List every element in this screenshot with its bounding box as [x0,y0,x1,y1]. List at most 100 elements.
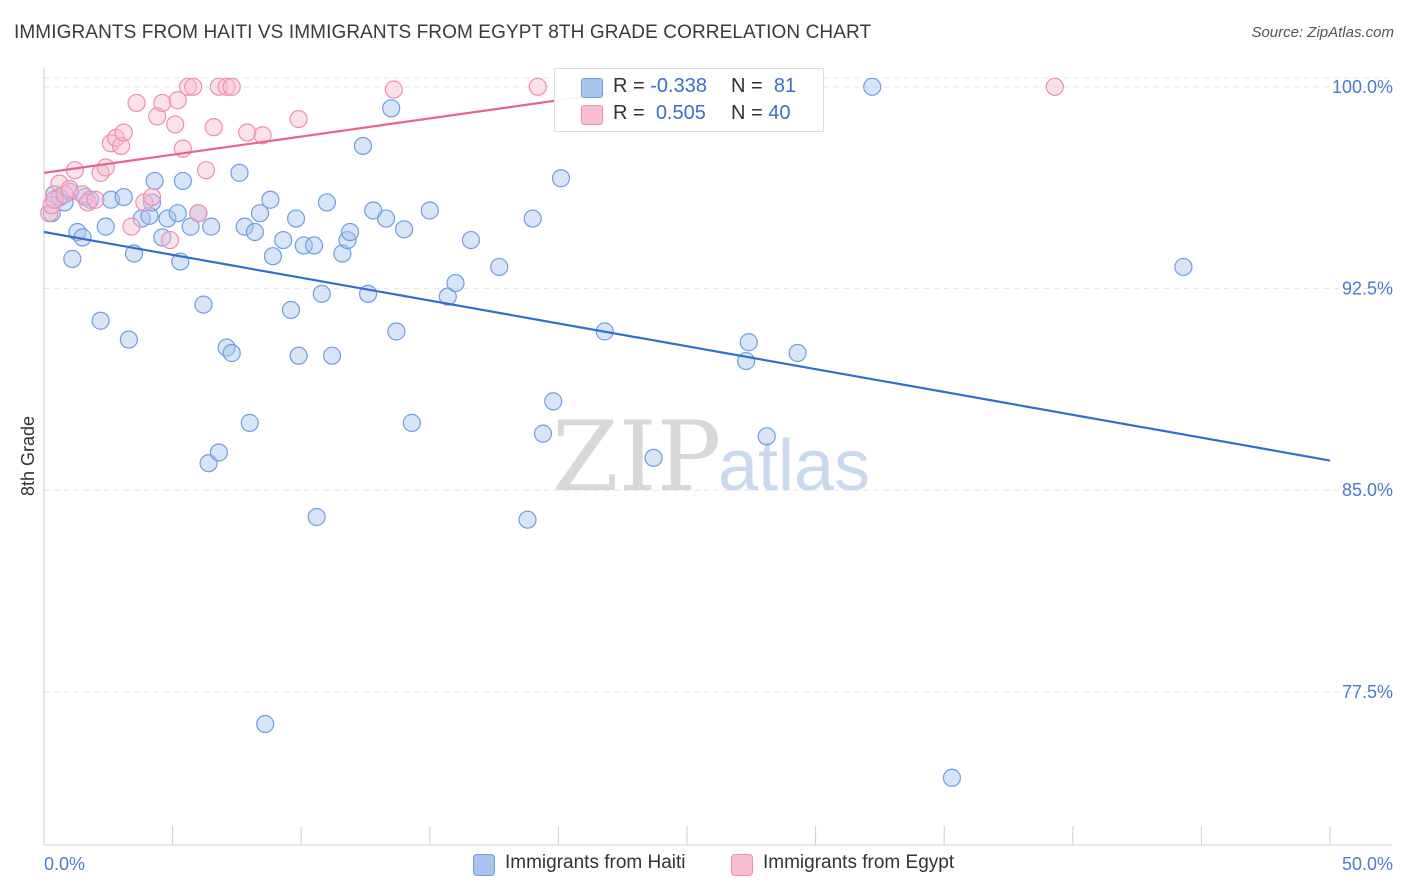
legend-r-value: -0.338 [650,75,707,97]
point-haiti-55 [376,209,396,228]
point-haiti-3 [63,249,82,268]
point-haiti-58 [394,220,414,239]
correlation-legend: R = -0.338 N = 81 R = 0.505 N = 40 [554,68,824,132]
point-egypt-3 [50,174,69,193]
point-haiti-37 [261,190,280,209]
trend-line-haiti [43,230,1331,462]
point-haiti-48 [322,346,342,365]
point-haiti-71 [644,448,663,467]
point-haiti-68 [544,392,563,411]
point-egypt-23 [166,115,185,134]
series-legend-label-egypt: Immigrants from Egypt [763,852,955,873]
x-tick-label-1: 50.0% [1342,854,1393,874]
legend-n-label: N = [731,75,763,97]
legend-swatch-haiti [581,78,603,98]
point-egypt-26 [178,77,198,96]
source-credit: Source: ZipAtlas.com [1251,24,1394,41]
point-haiti-66 [523,209,542,228]
point-haiti-12 [119,330,138,349]
point-egypt-24 [168,91,187,110]
point-egypt-9 [86,190,105,209]
point-haiti-52 [353,136,373,156]
point-egypt-19 [142,187,162,207]
y-axis-title: 8th Grade [18,416,38,496]
point-egypt-20 [148,107,167,126]
point-haiti-11 [114,187,133,207]
point-haiti-45 [307,507,326,527]
point-haiti-62 [446,273,465,293]
trend-line-egypt [43,85,654,174]
y-tick-label-0: 100.0% [1332,77,1393,97]
point-haiti-46 [312,284,331,303]
point-egypt-36 [289,109,308,129]
point-haiti-33 [240,413,259,432]
point-haiti-30 [222,343,241,363]
point-egypt-2 [45,190,64,209]
point-haiti-77 [942,768,962,787]
point-egypt-17 [127,93,146,113]
series-legend-swatch-egypt [731,854,753,876]
point-egypt-16 [122,217,141,236]
y-tick-label-2: 85.0% [1342,480,1393,500]
point-haiti-43 [294,236,313,255]
point-haiti-59 [402,413,421,432]
point-egypt-30 [204,118,223,137]
point-haiti-76 [863,77,882,96]
point-haiti-51 [340,222,360,242]
point-egypt-35 [253,126,272,145]
legend-swatch-egypt [581,105,603,125]
x-tick-label-0: 0.0% [44,854,85,874]
point-haiti-67 [533,424,553,443]
point-haiti-64 [490,257,509,277]
point-haiti-49 [333,244,352,263]
point-haiti-32 [235,217,254,236]
legend-n-egypt: N = 40 [731,102,791,125]
point-haiti-31 [230,163,249,182]
point-haiti-27 [202,217,221,236]
point-haiti-38 [263,247,283,266]
point-haiti-56 [382,99,401,118]
point-haiti-63 [461,230,481,250]
watermark-zip: ZIP [552,401,721,513]
y-tick-label-1: 92.5% [1342,278,1393,298]
point-egypt-39 [1045,77,1064,96]
legend-r-label: R = [613,102,645,124]
point-haiti-17 [145,171,164,191]
legend-r-label: R = [613,75,645,97]
point-egypt-32 [217,77,236,96]
point-haiti-39 [274,230,293,250]
point-egypt-38 [528,77,547,96]
point-egypt-28 [189,204,208,223]
point-haiti-57 [387,322,406,341]
tick-labels: 100.0% 92.5% 85.0% 77.5% 0.0% 50.0% [44,77,1393,874]
legend-n-value: 40 [768,102,791,124]
watermark-atlas: atlas [718,426,870,506]
point-haiti-47 [317,193,337,212]
point-haiti-42 [289,346,308,365]
point-egypt-34 [238,123,257,142]
point-egypt-12 [101,134,120,153]
legend-r-egypt: R = 0.505 [613,102,706,125]
point-haiti-34 [245,222,265,242]
point-egypt-31 [209,77,228,96]
point-haiti-78 [1174,257,1193,277]
point-egypt-37 [384,80,403,99]
point-haiti-9 [96,217,115,236]
point-egypt-11 [96,158,115,177]
point-haiti-65 [518,510,537,529]
point-haiti-75 [788,343,807,363]
point-egypt-15 [114,123,133,142]
series-legend-swatch-haiti [473,854,495,876]
y-tick-label-3: 77.5% [1342,682,1393,702]
point-haiti-25 [194,295,213,314]
point-haiti-54 [364,201,383,220]
chart-title: IMMIGRANTS FROM HAITI VS IMMIGRANTS FROM… [14,22,872,43]
legend-n-value: 81 [773,75,797,97]
point-egypt-27 [184,77,203,96]
axes [43,68,1392,846]
point-haiti-36 [256,714,275,734]
watermark: ZIP atlas [552,401,870,513]
point-haiti-41 [286,209,306,228]
point-egypt-22 [160,230,180,250]
